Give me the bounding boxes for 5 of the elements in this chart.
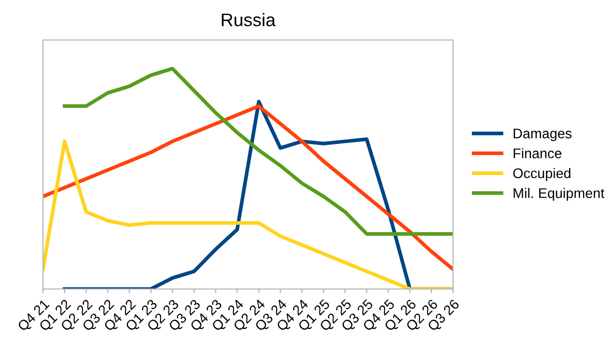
legend-label: Finance — [514, 148, 562, 158]
legend-label: Damages — [514, 128, 572, 142]
chart-title: Russia — [222, 13, 276, 26]
legend-label: Occupied — [513, 168, 570, 181]
legend-label: Mil. Equipment — [514, 188, 604, 201]
